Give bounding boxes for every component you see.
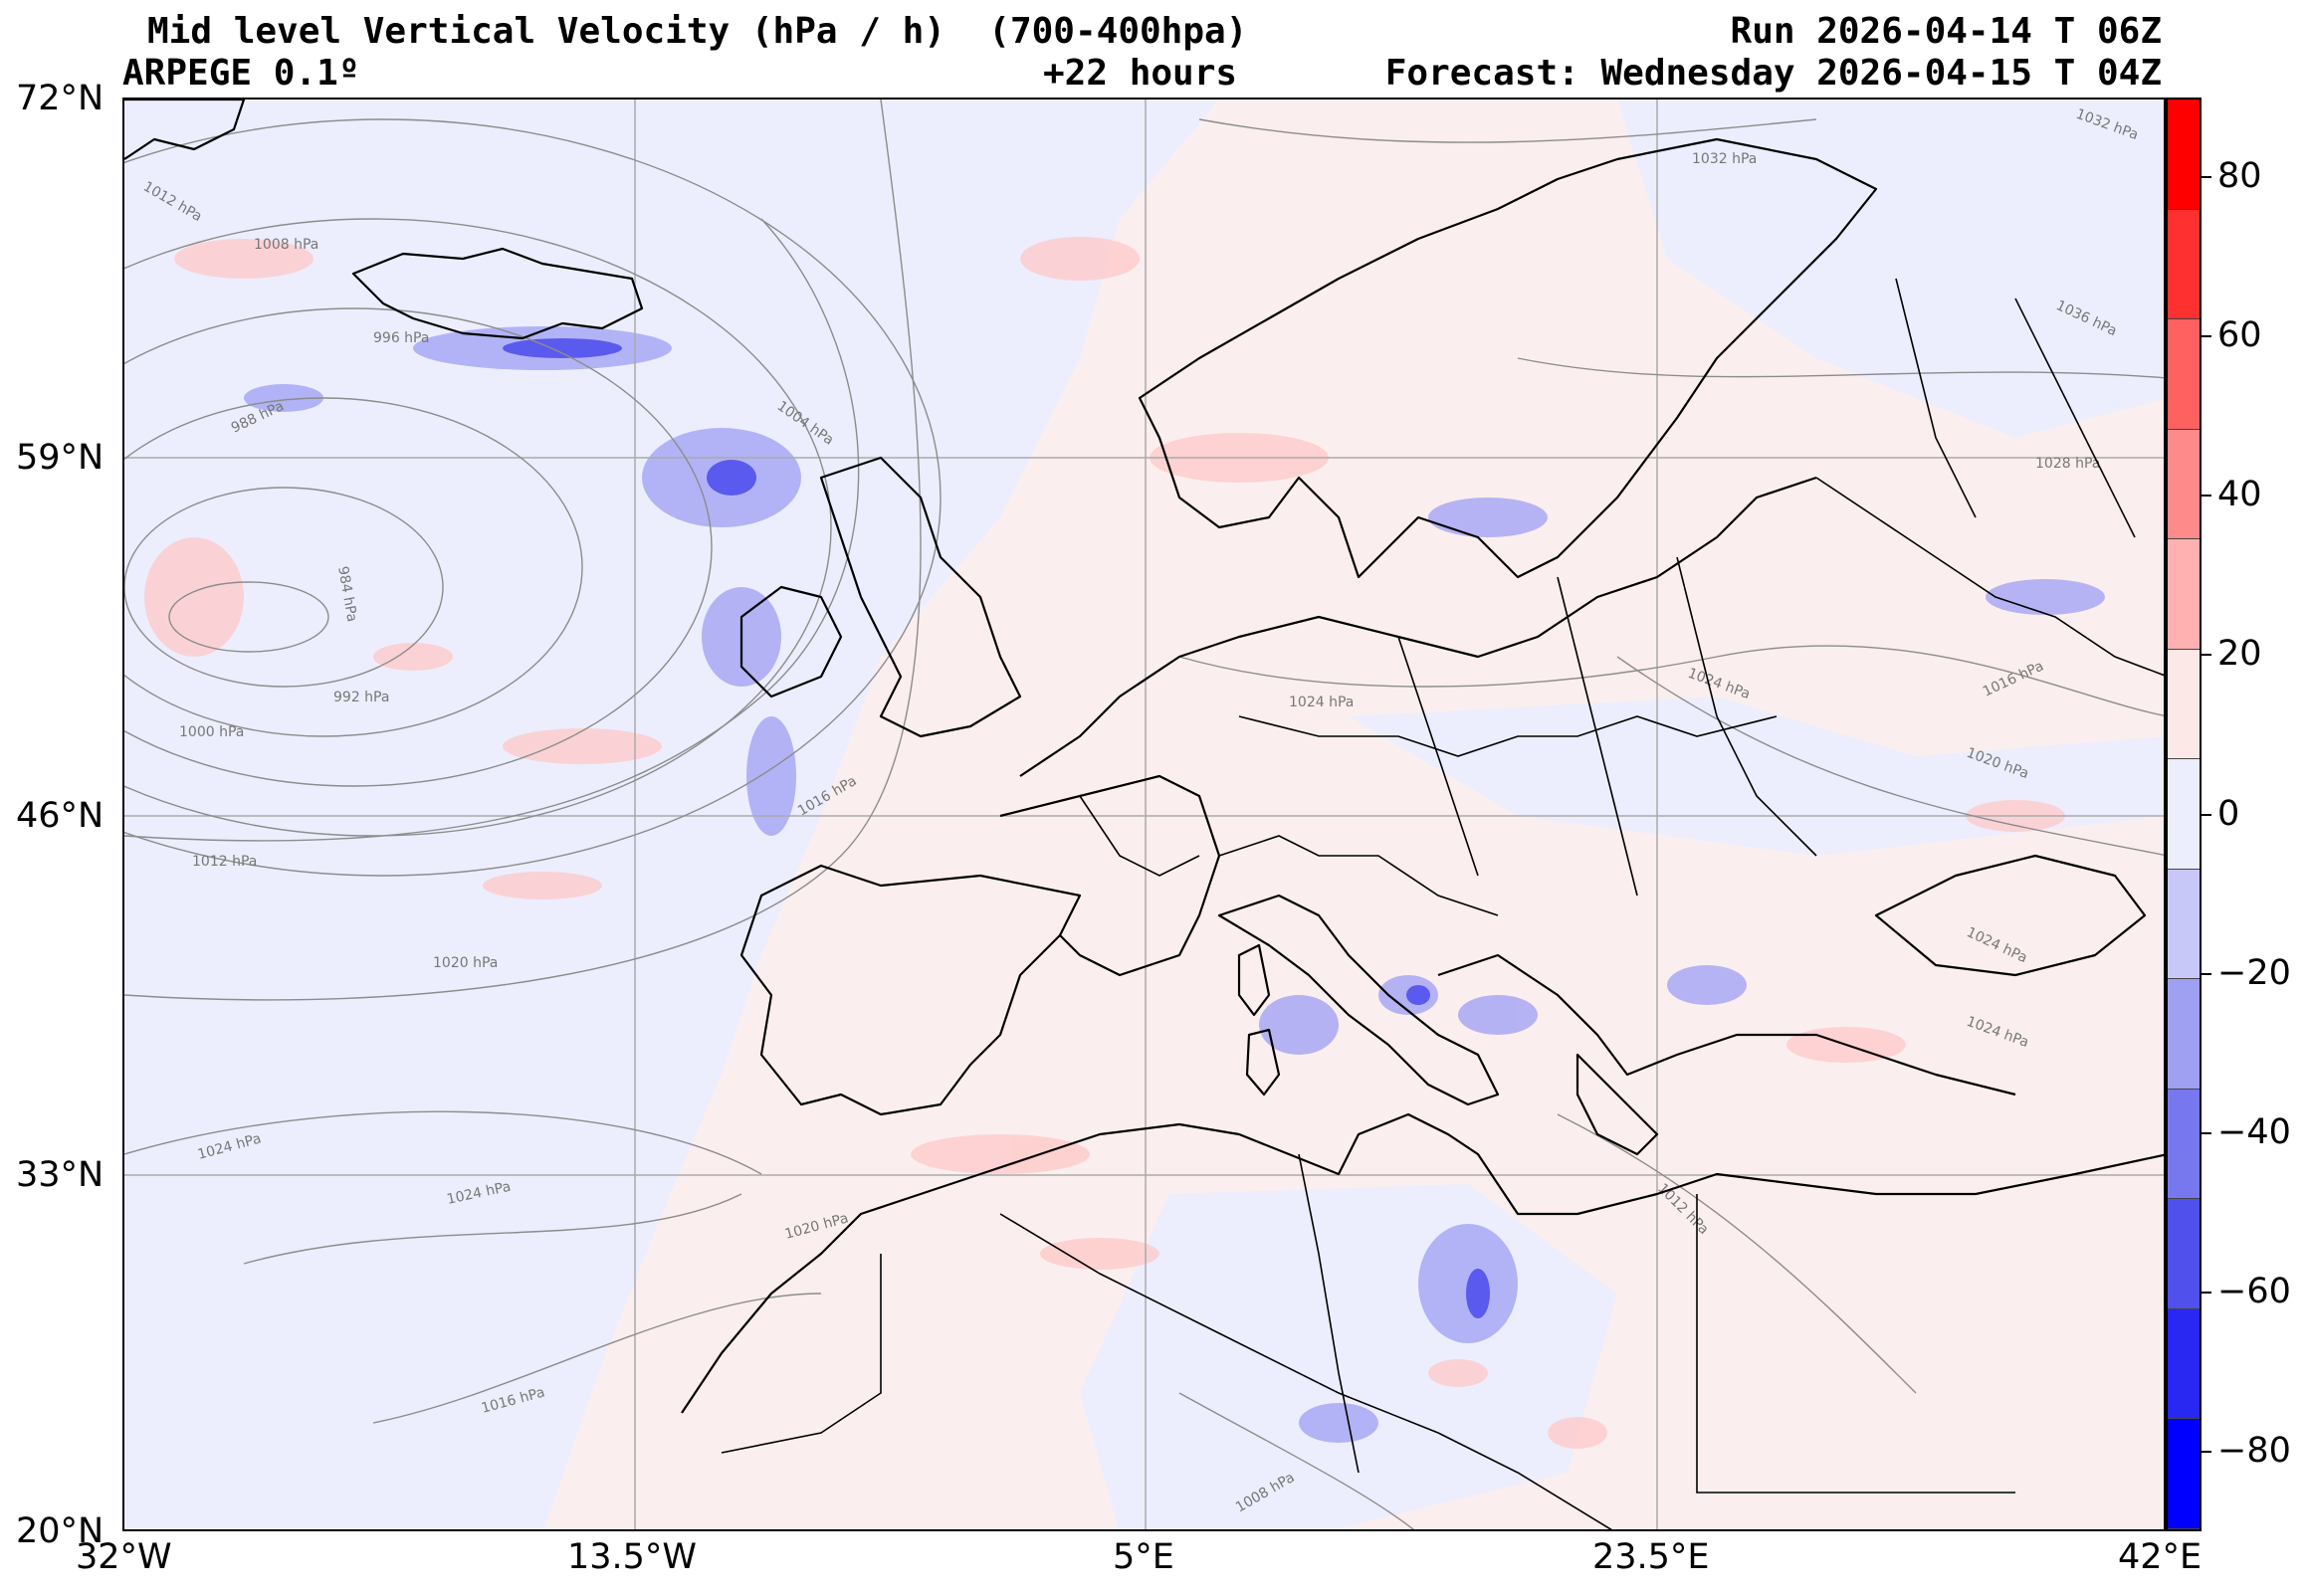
isobar-label: 992 hPa: [333, 690, 389, 705]
forecast-valid-time: Forecast: Wednesday 2026-04-15 T 04Z: [1384, 53, 2162, 94]
lat-label: 33°N: [16, 1155, 105, 1195]
isobar-label: 1012 hPa: [192, 854, 257, 870]
lon-label: 5°E: [1113, 1537, 1174, 1577]
lon-label: 23.5°E: [1592, 1537, 1710, 1577]
lon-label: 32°W: [76, 1537, 172, 1577]
colorbar-segment: [2168, 319, 2200, 430]
lon-label: 42°E: [2118, 1537, 2203, 1577]
colorbar-tick-mark: [2202, 813, 2211, 816]
strong-ascent-cores: [503, 338, 1490, 1318]
colorbar-tick-mark: [2202, 176, 2211, 179]
black-sea-coast: [1874, 854, 2147, 977]
colorbar-tick-mark: [2202, 654, 2211, 657]
lat-label: 72°N: [16, 79, 105, 118]
iceland-coast: [351, 247, 644, 340]
ireland-coast: [739, 585, 843, 698]
colorbar-segment: [2168, 429, 2200, 540]
iberia-coast: [739, 864, 1082, 1116]
colorbar-tick-label: 60: [2217, 315, 2262, 356]
isobar-label: 1032 hPa: [1692, 151, 1757, 167]
model-name: ARPEGE 0.1º: [122, 53, 360, 94]
colorbar-segment: [2168, 100, 2200, 210]
run-time: Run 2026-04-14 T 06Z: [1730, 11, 2162, 52]
colorbar-tick-label: 0: [2217, 793, 2240, 834]
colorbar-tick-label: 20: [2217, 634, 2262, 675]
colorbar-segment: [2168, 1089, 2200, 1200]
isobar-label: 1024 hPa: [1289, 695, 1354, 710]
forecast-lead: +22 hours: [1043, 53, 1238, 94]
lon-label: 13.5°W: [567, 1537, 698, 1577]
colorbar-segment: [2168, 869, 2200, 980]
isobar-label: 1028 hPa: [2035, 456, 2100, 472]
colorbar: [2166, 98, 2202, 1531]
colorbar-segment: [2168, 979, 2200, 1090]
isobar-lines: [124, 100, 2164, 1529]
colorbar-tick-mark: [2202, 335, 2211, 338]
colorbar-tick-mark: [2202, 972, 2211, 975]
isobar-label: 996 hPa: [373, 330, 429, 346]
lat-label: 20°N: [16, 1511, 105, 1551]
colorbar-tick-mark: [2202, 1291, 2211, 1294]
colorbar-segment: [2168, 539, 2200, 650]
map-gridlines: [124, 100, 2164, 1529]
colorbar-tick-mark: [2202, 1131, 2211, 1134]
chart-title: Mid level Vertical Velocity (hPa / h) (7…: [147, 11, 1248, 52]
colorbar-tick-mark: [2202, 495, 2211, 498]
map-panel[interactable]: 1012 hPa 1008 hPa 996 hPa 988 hPa 984 hP…: [122, 98, 2166, 1531]
scandinavia-coast: [1138, 137, 1878, 579]
isobar-label: 1020 hPa: [433, 955, 498, 971]
lat-label: 46°N: [16, 796, 105, 836]
country-borders: [721, 278, 2164, 1529]
colorbar-segment: [2168, 1419, 2200, 1529]
italy-coast: [1217, 894, 1500, 1106]
colorbar-segment: [2168, 209, 2200, 320]
colorbar-tick-label: −20: [2217, 952, 2291, 993]
colorbar-segment: [2168, 759, 2200, 870]
colorbar-tick-label: −40: [2217, 1111, 2291, 1152]
great-britain-coast: [819, 456, 1022, 738]
coastlines: [124, 100, 2164, 1414]
colorbar-segment: [2168, 649, 2200, 760]
colorbar-tick-label: −80: [2217, 1430, 2291, 1471]
colorbar-tick-label: 80: [2217, 156, 2262, 197]
isobar-label: 1000 hPa: [179, 724, 244, 740]
lat-label: 59°N: [16, 438, 105, 478]
colorbar-tick-label: −60: [2217, 1271, 2291, 1311]
map-canvas: 1012 hPa 1008 hPa 996 hPa 988 hPa 984 hP…: [124, 100, 2164, 1529]
isobar-label: 1008 hPa: [254, 237, 318, 253]
colorbar-segment: [2168, 1308, 2200, 1420]
colorbar-segment: [2168, 1199, 2200, 1309]
colorbar-tick-mark: [2202, 1450, 2211, 1453]
colorbar-tick-label: 40: [2217, 475, 2262, 515]
